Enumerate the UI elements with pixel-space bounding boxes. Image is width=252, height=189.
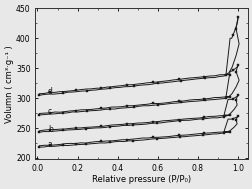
Y-axis label: Volumn ( cm³·g⁻¹ ): Volumn ( cm³·g⁻¹ ) [5,45,14,123]
X-axis label: Relative pressure (P/P₀): Relative pressure (P/P₀) [92,175,191,184]
Text: d: d [48,87,52,96]
Text: a: a [48,140,52,149]
Text: b: b [48,125,52,134]
Text: c: c [48,107,52,116]
